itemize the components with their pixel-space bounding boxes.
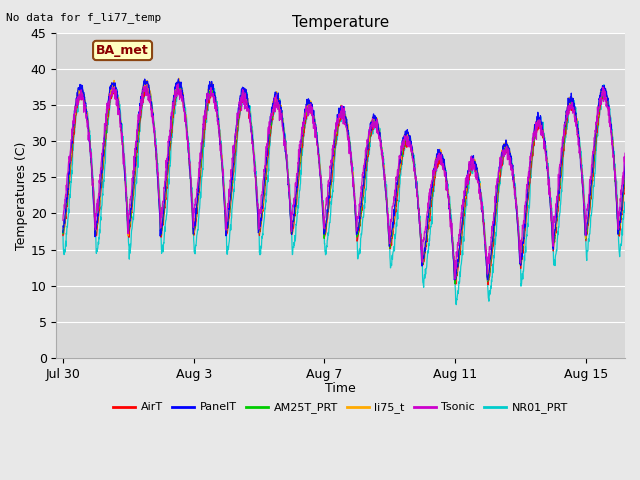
Title: Temperature: Temperature [292,15,389,30]
Legend: AirT, PanelT, AM25T_PRT, li75_t, Tsonic, NR01_PRT: AirT, PanelT, AM25T_PRT, li75_t, Tsonic,… [109,398,573,418]
Y-axis label: Temperatures (C): Temperatures (C) [15,141,28,250]
Text: No data for f_li77_temp: No data for f_li77_temp [6,12,162,23]
X-axis label: Time: Time [325,383,356,396]
Text: BA_met: BA_met [96,44,149,57]
